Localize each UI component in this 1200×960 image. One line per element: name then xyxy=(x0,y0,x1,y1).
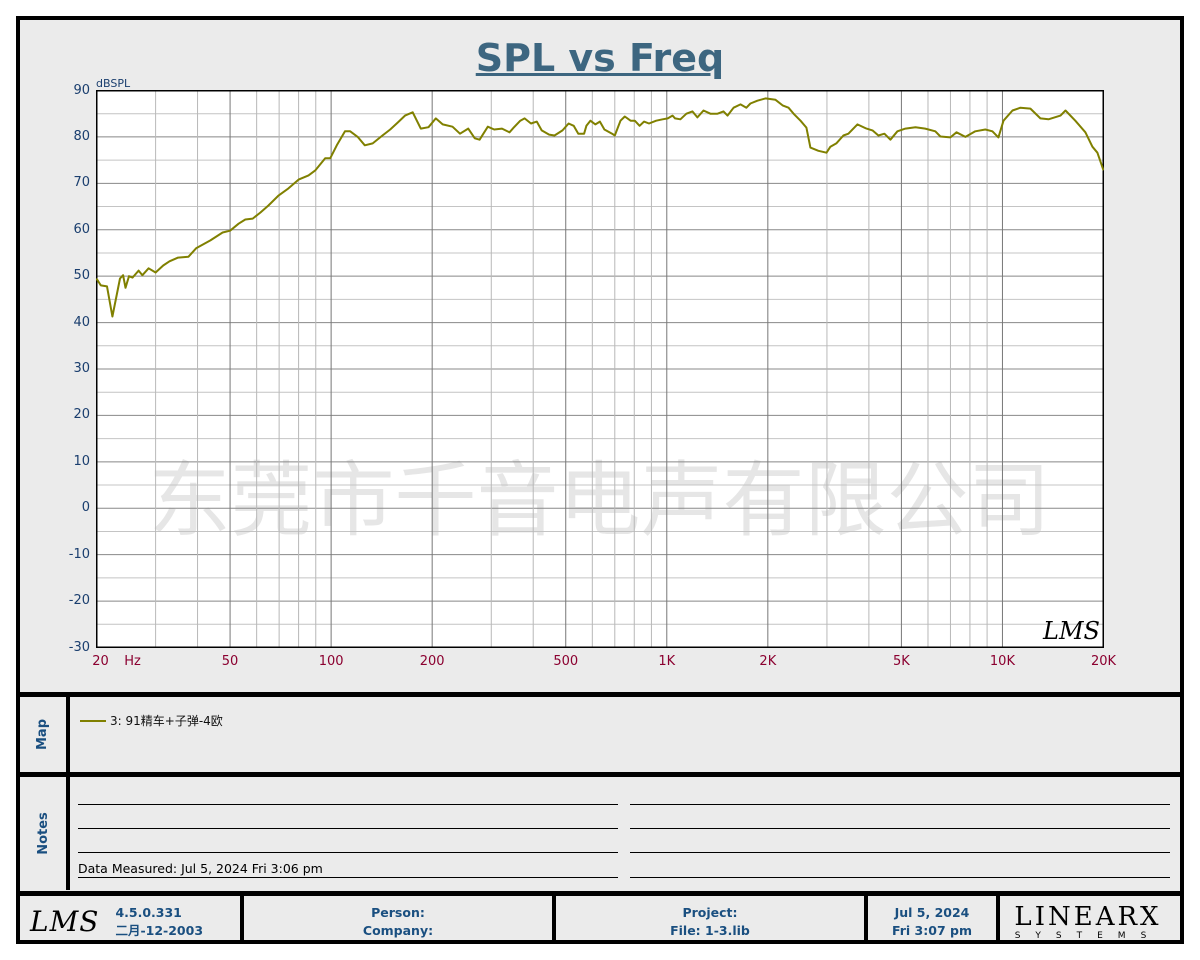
y-tick-label: 90 xyxy=(73,82,90,98)
divider xyxy=(864,896,868,944)
x-tick-label: 20 xyxy=(92,654,109,669)
divider xyxy=(66,697,70,772)
notes-section-label: Notes xyxy=(20,777,66,890)
note-line xyxy=(78,877,618,878)
y-tick-label: 20 xyxy=(73,407,90,423)
series-line xyxy=(96,97,1104,318)
divider xyxy=(20,692,1180,697)
divider xyxy=(240,896,244,944)
divider xyxy=(552,896,556,944)
plot-border xyxy=(96,90,1104,648)
footer-version-cell: LMS 4.5.0.331 二月-12-2003 xyxy=(30,900,240,944)
y-tick-label: -30 xyxy=(68,639,90,655)
file-text: File: 1-3.lib xyxy=(670,923,750,938)
y-tick-label: 60 xyxy=(73,221,90,237)
y-tick-label: 10 xyxy=(73,453,90,469)
legend-swatch xyxy=(80,719,106,722)
linearx-logo: LINEARX SYSTEMS xyxy=(1002,900,1174,944)
note-line xyxy=(630,852,1170,853)
date-text: Jul 5, 2024 xyxy=(894,905,970,920)
x-tick-label: 200 xyxy=(419,654,445,669)
y-axis-unit-label: dBSPL xyxy=(96,77,131,90)
y-tick-label: 70 xyxy=(73,175,90,191)
plot-area: 东莞市千音电声有限公司 LMS xyxy=(96,90,1104,648)
note-line xyxy=(630,828,1170,829)
x-tick-label: 50 xyxy=(221,654,239,669)
y-tick-label: 50 xyxy=(73,268,90,284)
x-tick-label: 2K xyxy=(759,654,777,669)
footer-person-cell: Person: Company: xyxy=(244,900,552,944)
note-line xyxy=(630,804,1170,805)
footer-date-cell: Jul 5, 2024 Fri 3:07 pm xyxy=(868,900,996,944)
build-date-text: 二月-12-2003 xyxy=(115,923,204,938)
note-line xyxy=(630,877,1170,878)
watermark: 东莞市千音电声有限公司 xyxy=(148,453,1050,548)
company-text: Company: xyxy=(362,923,434,938)
map-label: Map xyxy=(35,718,51,751)
x-tick-label: 100 xyxy=(318,654,344,669)
x-tick-label: 20K xyxy=(1090,654,1117,669)
project-text: Project: xyxy=(682,905,738,920)
divider xyxy=(66,777,70,890)
x-tick-label: 5K xyxy=(893,654,910,669)
x-tick-label: 10K xyxy=(989,654,1015,669)
footer-project-cell: Project: File: 1-3.lib xyxy=(556,900,864,944)
x-tick-label: 1K xyxy=(658,654,676,669)
legend-label: 3: 91精车+子弹-4欧 xyxy=(110,714,223,728)
version-text: 4.5.0.331 xyxy=(115,905,182,920)
y-tick-label: 80 xyxy=(73,128,90,144)
data-measured-text: Data Measured: Jul 5, 2024 Fri 3:06 pm xyxy=(78,861,323,876)
x-tick-label: 500 xyxy=(553,654,579,669)
y-tick-label: 40 xyxy=(73,314,90,330)
notes-label: Notes xyxy=(35,812,51,855)
divider xyxy=(20,891,1180,896)
y-tick-label: 30 xyxy=(73,361,90,376)
divider xyxy=(20,772,1180,777)
y-tick-label: -10 xyxy=(68,546,90,562)
divider xyxy=(996,896,1000,944)
time-text: Fri 3:07 pm xyxy=(892,923,972,938)
note-line xyxy=(78,804,618,805)
person-text: Person: xyxy=(371,905,425,920)
y-tick-label: -20 xyxy=(68,593,90,609)
lms-logo: LMS xyxy=(30,905,100,938)
map-section-label: Map xyxy=(20,697,66,772)
lms-watermark-logo: LMS xyxy=(1042,617,1100,645)
x-unit-label: Hz xyxy=(124,654,141,669)
chart-title: SPL vs Freq xyxy=(475,36,725,80)
brand-subtext: SYSTEMS xyxy=(1014,930,1162,941)
brand-text: LINEARX xyxy=(1014,901,1162,932)
note-line xyxy=(78,852,618,853)
report-frame: SPL vs Freq dBSPL 90 80 70 60 50 40 30 20 10 0 -10… xyxy=(16,16,1184,944)
note-line xyxy=(78,828,618,829)
legend-entry: 3: 91精车+子弹-4欧 xyxy=(80,712,223,729)
y-tick-label: 0 xyxy=(81,500,90,516)
